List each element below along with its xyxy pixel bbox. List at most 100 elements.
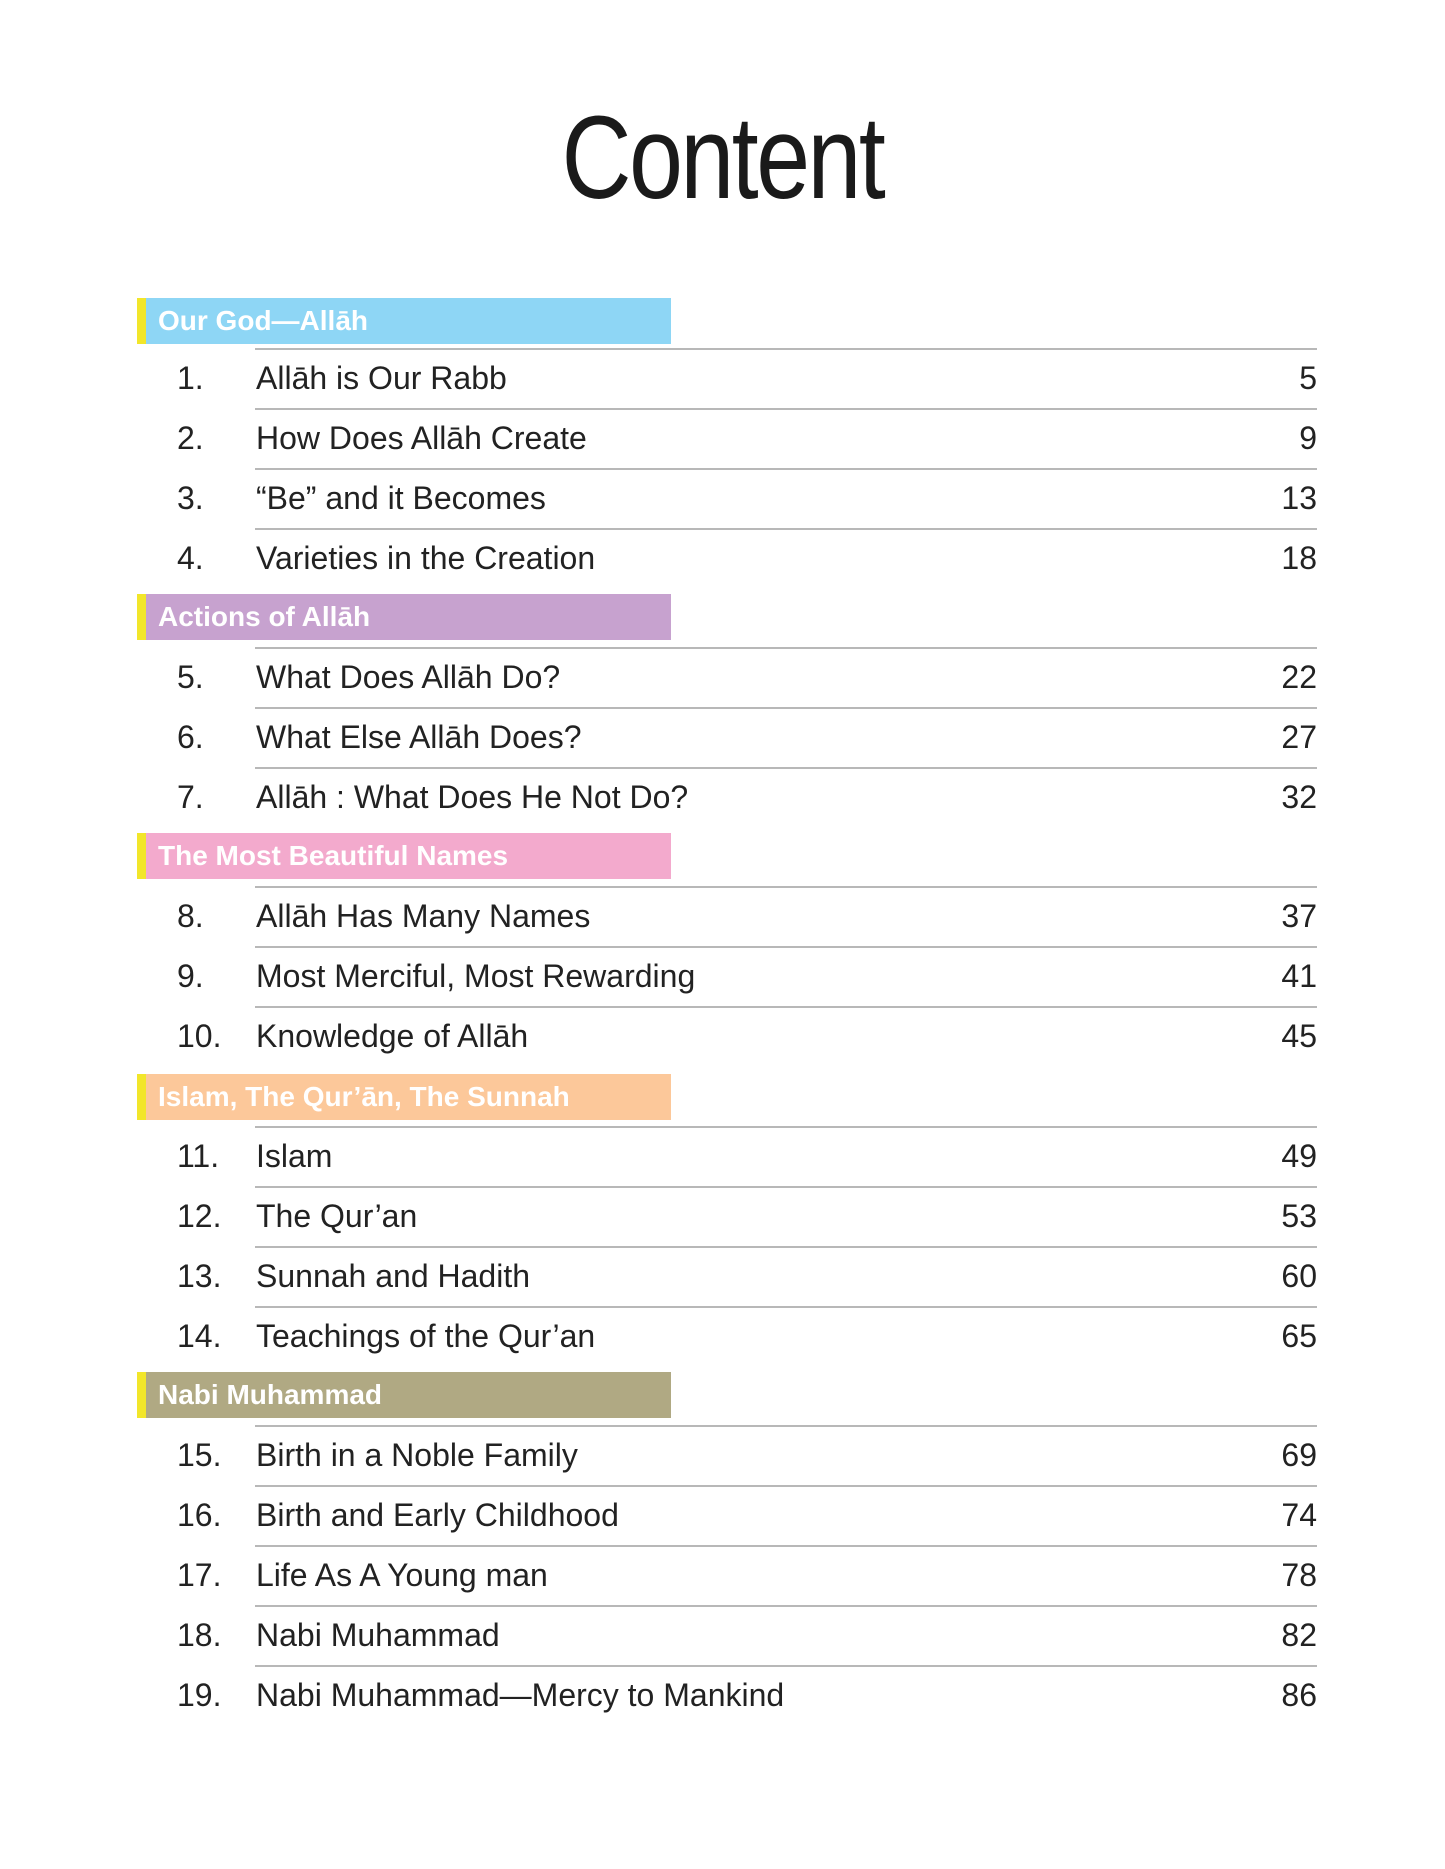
entry-title[interactable]: Allāh Has Many Names [256, 898, 591, 934]
entry-page: 82 [1281, 1617, 1317, 1653]
divider [255, 528, 1317, 530]
divider [255, 1306, 1317, 1308]
divider [255, 1246, 1317, 1248]
entry-title[interactable]: How Does Allāh Create [256, 420, 587, 456]
toc-entry[interactable]: 5. What Does Allāh Do? 22 [0, 647, 1445, 707]
entry-number: 9. [177, 958, 204, 994]
entry-title[interactable]: The Qur’an [256, 1198, 418, 1234]
entry-number: 11. [177, 1138, 220, 1174]
entry-title[interactable]: Most Merciful, Most Rewarding [256, 958, 696, 994]
entry-title[interactable]: “Be” and it Becomes [256, 480, 546, 516]
divider [255, 348, 1317, 350]
toc-entry[interactable]: 9. Most Merciful, Most Rewarding 41 [0, 946, 1445, 1006]
section-title: Our God—Allāh [158, 305, 368, 336]
toc-entry[interactable]: 14. Teachings of the Qur’an 65 [0, 1306, 1445, 1366]
entry-page: 53 [1281, 1198, 1317, 1234]
toc-entry[interactable]: 13. Sunnah and Hadith 60 [0, 1246, 1445, 1306]
entry-page: 65 [1281, 1318, 1317, 1354]
section-title: Nabi Muhammad [158, 1379, 383, 1410]
entry-number: 17. [177, 1557, 222, 1593]
toc-entry[interactable]: 4. Varieties in the Creation 18 [0, 528, 1445, 588]
entry-title[interactable]: Allāh : What Does He Not Do? [256, 779, 689, 815]
entry-page: 22 [1281, 659, 1317, 695]
entry-title[interactable]: Islam [256, 1138, 333, 1174]
entry-title[interactable]: Birth and Early Childhood [256, 1497, 619, 1533]
entry-number: 2. [177, 420, 204, 456]
entry-number: 16. [177, 1497, 222, 1533]
entry-number: 18. [177, 1617, 222, 1653]
entry-number: 13. [177, 1258, 222, 1294]
entry-number: 15. [177, 1437, 222, 1473]
divider [255, 1126, 1317, 1128]
page-title: Content [561, 92, 886, 224]
entry-number: 14. [177, 1318, 222, 1354]
divider [255, 1605, 1317, 1607]
entry-title[interactable]: Teachings of the Qur’an [256, 1318, 596, 1354]
entry-title[interactable]: What Does Allāh Do? [256, 659, 561, 695]
toc-entry[interactable]: 15. Birth in a Noble Family 69 [0, 1425, 1445, 1485]
entry-number: 12. [177, 1198, 222, 1234]
entry-number: 5. [177, 659, 204, 695]
entry-number: 8. [177, 898, 204, 934]
section-title: Islam, The Qur’ān, The Sunnah [158, 1081, 570, 1112]
toc-entry[interactable]: 6. What Else Allāh Does? 27 [0, 707, 1445, 767]
section-header: Nabi Muhammad [137, 1372, 671, 1418]
entry-page: 49 [1281, 1138, 1317, 1174]
entry-title[interactable]: Life As A Young man [256, 1557, 548, 1593]
entry-page: 32 [1281, 779, 1317, 815]
entry-page: 18 [1281, 540, 1317, 576]
divider [255, 707, 1317, 709]
entry-title[interactable]: Sunnah and Hadith [256, 1258, 530, 1294]
divider [255, 1425, 1317, 1427]
divider [255, 1006, 1317, 1008]
toc-entry[interactable]: 8. Allāh Has Many Names 37 [0, 886, 1445, 946]
toc-entry[interactable]: 12. The Qur’an 53 [0, 1186, 1445, 1246]
toc-entry[interactable]: 16. Birth and Early Childhood 74 [0, 1485, 1445, 1545]
entry-title[interactable]: Nabi Muhammad—Mercy to Mankind [256, 1677, 785, 1713]
entry-page: 74 [1281, 1497, 1317, 1533]
divider [255, 1485, 1317, 1487]
entry-number: 19. [177, 1677, 222, 1713]
entry-page: 27 [1281, 719, 1317, 755]
entry-page: 37 [1281, 898, 1317, 934]
entry-title[interactable]: Allāh is Our Rabb [256, 360, 507, 396]
entry-page: 45 [1281, 1018, 1317, 1054]
entry-page: 9 [1299, 420, 1317, 456]
entry-title[interactable]: Birth in a Noble Family [256, 1437, 578, 1473]
toc-entry[interactable]: 2. How Does Allāh Create 9 [0, 408, 1445, 468]
toc-entry[interactable]: 1. Allāh is Our Rabb 5 [0, 348, 1445, 408]
divider [255, 1545, 1317, 1547]
section-header: Our God—Allāh [137, 298, 671, 344]
entry-page: 78 [1281, 1557, 1317, 1593]
divider [255, 886, 1317, 888]
divider [255, 1665, 1317, 1667]
toc-entry[interactable]: 3. “Be” and it Becomes 13 [0, 468, 1445, 528]
entry-title[interactable]: Varieties in the Creation [256, 540, 596, 576]
divider [255, 468, 1317, 470]
entry-number: 4. [177, 540, 204, 576]
entry-title[interactable]: Knowledge of Allāh [256, 1018, 529, 1054]
toc-entry[interactable]: 7. Allāh : What Does He Not Do? 32 [0, 767, 1445, 827]
toc-entry[interactable]: 17. Life As A Young man 78 [0, 1545, 1445, 1605]
entry-page: 60 [1281, 1258, 1317, 1294]
divider [255, 767, 1317, 769]
entry-number: 10. [177, 1018, 222, 1054]
section-title: Actions of Allāh [158, 601, 371, 632]
entry-page: 5 [1299, 360, 1317, 396]
entry-number: 1. [177, 360, 204, 396]
entry-title[interactable]: Nabi Muhammad [256, 1617, 500, 1653]
entry-page: 69 [1281, 1437, 1317, 1473]
entry-title[interactable]: What Else Allāh Does? [256, 719, 582, 755]
divider [255, 647, 1317, 649]
section-title: The Most Beautiful Names [158, 840, 509, 871]
toc-entry[interactable]: 18. Nabi Muhammad 82 [0, 1605, 1445, 1665]
toc-entry[interactable]: 10. Knowledge of Allāh 45 [0, 1006, 1445, 1066]
entry-page: 86 [1281, 1677, 1317, 1713]
divider [255, 946, 1317, 948]
entry-number: 3. [177, 480, 204, 516]
entry-number: 7. [177, 779, 204, 815]
divider [255, 1186, 1317, 1188]
toc-entry[interactable]: 11. Islam 49 [0, 1126, 1445, 1186]
divider [255, 408, 1317, 410]
toc-entry[interactable]: 19. Nabi Muhammad—Mercy to Mankind 86 [0, 1665, 1445, 1725]
